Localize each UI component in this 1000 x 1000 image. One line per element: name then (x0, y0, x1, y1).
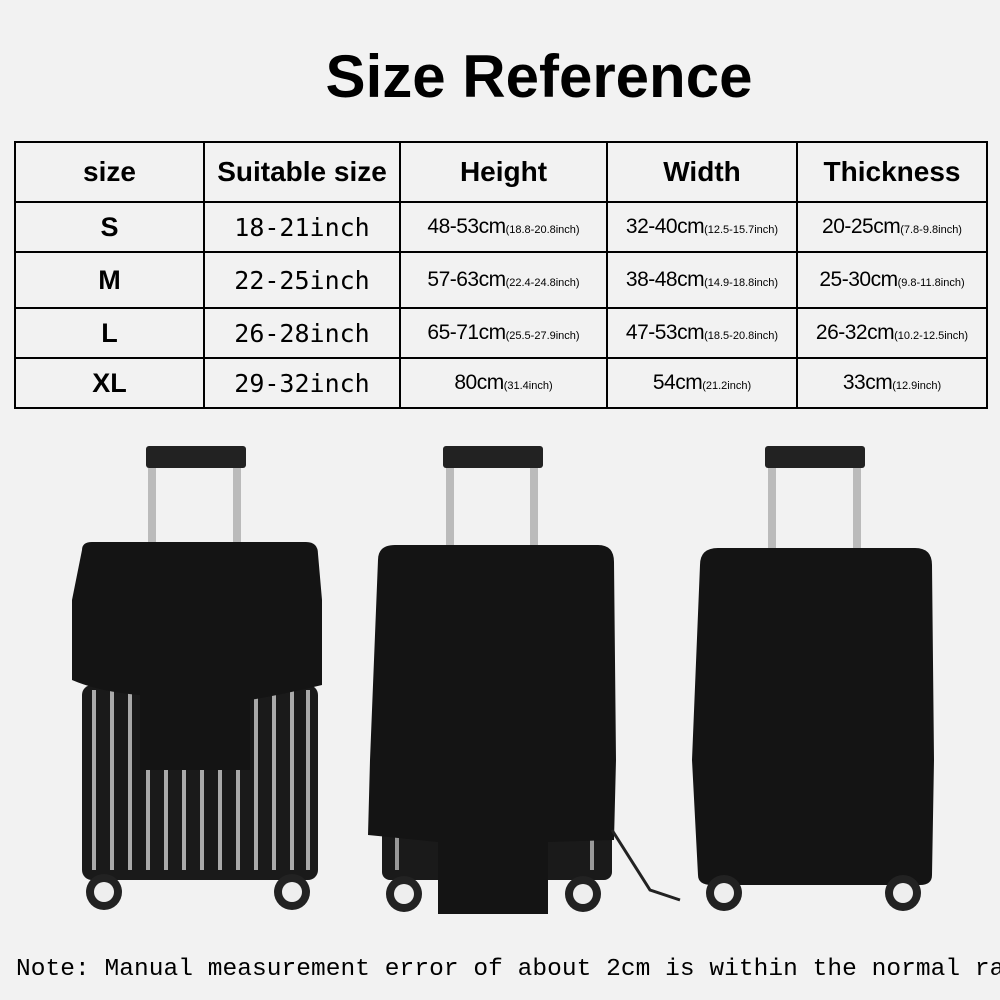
width-inch-value: (12.5-15.7inch) (704, 224, 779, 236)
thickness-cell: 26-32cm(10.2-12.5inch) (796, 307, 988, 359)
width-cm-value: 38-48cm (625, 268, 705, 291)
height-cell: 65-71cm(25.5-27.9inch) (399, 307, 608, 359)
suitcase-images (72, 446, 934, 914)
thickness-cm-value: 20-25cm (822, 215, 901, 238)
size-label: M (98, 264, 121, 295)
table-row: L 26-28inch 65-71cm(25.5-27.9inch) 47-53cm(… (14, 307, 988, 359)
header-suitable-size: Suitable size (203, 141, 401, 203)
table-row: XL 29-32inch 80cm(31.4inch) 54cm(21.2inch) 3… (14, 357, 988, 409)
thickness-inch-value: (12.9inch) (892, 380, 942, 392)
thickness-inch-value: (9.8-11.8inch) (897, 277, 965, 289)
thickness-inch-value: (10.2-12.5inch) (894, 330, 969, 342)
size-label: S (100, 211, 119, 242)
width-inch-value: (18.5-20.8inch) (704, 330, 779, 342)
suitable-size-cell: 22-25inch (203, 251, 401, 309)
header-width: Width (606, 141, 798, 203)
header-height: Height (399, 141, 608, 203)
height-cm-value: 57-63cm (427, 268, 506, 291)
header-size: size (14, 141, 205, 203)
suitable-size-value: 22-25inch (234, 265, 370, 295)
suitcase-cover-pulled-up-image (368, 446, 681, 914)
size-label: XL (92, 367, 127, 398)
size-label: L (101, 317, 118, 348)
width-cm-value: 54cm (652, 371, 703, 394)
thickness-cm-value: 33cm (842, 371, 893, 394)
thickness-inch-value: (7.8-9.8inch) (900, 224, 962, 236)
suitable-size-value: 29-32inch (234, 368, 370, 398)
height-cell: 57-63cm(22.4-24.8inch) (399, 251, 608, 309)
header-thickness: Thickness (796, 141, 988, 203)
thickness-cell: 25-30cm(9.8-11.8inch) (796, 251, 988, 309)
size-cell: L (14, 307, 205, 359)
height-cell: 48-53cm(18.8-20.8inch) (399, 201, 608, 253)
suitcase-cover-fully-on-image (692, 446, 934, 911)
size-cell: S (14, 201, 205, 253)
table-row: M 22-25inch 57-63cm(22.4-24.8inch) 38-48cm(… (14, 251, 988, 309)
width-cell: 47-53cm(18.5-20.8inch) (606, 307, 798, 359)
suitable-size-value: 26-28inch (234, 318, 370, 348)
width-inch-value: (14.9-18.8inch) (704, 277, 779, 289)
height-inch-value: (18.8-20.8inch) (505, 224, 580, 236)
height-inch-value: (22.4-24.8inch) (505, 277, 580, 289)
thickness-cm-value: 25-30cm (819, 268, 898, 291)
table-header-row: size Suitable size Height Width Thicknes… (14, 141, 988, 203)
height-inch-value: (31.4inch) (503, 380, 553, 392)
height-cell: 80cm(31.4inch) (399, 357, 608, 409)
thickness-cm-value: 26-32cm (815, 321, 895, 344)
thickness-cell: 33cm(12.9inch) (796, 357, 988, 409)
suitable-size-value: 18-21inch (234, 212, 370, 242)
size-table: size Suitable size Height Width Thicknes… (14, 141, 988, 409)
width-inch-value: (21.2inch) (702, 380, 752, 392)
height-inch-value: (25.5-27.9inch) (505, 330, 580, 342)
table-row: S 18-21inch 48-53cm(18.8-20.8inch) 32-40cm(… (14, 201, 988, 253)
size-cell: XL (14, 357, 205, 409)
suitable-size-cell: 29-32inch (203, 357, 401, 409)
suitcase-cover-partially-on-image (72, 446, 322, 910)
suitable-size-cell: 26-28inch (203, 307, 401, 359)
measurement-note: Note: Manual measurement error of about … (16, 956, 1000, 983)
size-cell: M (14, 251, 205, 309)
width-cm-value: 47-53cm (625, 321, 705, 344)
width-cm-value: 32-40cm (625, 215, 705, 238)
thickness-cell: 20-25cm(7.8-9.8inch) (796, 201, 988, 253)
suitable-size-cell: 18-21inch (203, 201, 401, 253)
width-cell: 32-40cm(12.5-15.7inch) (606, 201, 798, 253)
height-cm-value: 48-53cm (427, 215, 506, 238)
height-cm-value: 65-71cm (427, 321, 506, 344)
width-cell: 38-48cm(14.9-18.8inch) (606, 251, 798, 309)
height-cm-value: 80cm (454, 371, 504, 394)
page-title: Size Reference (325, 43, 753, 110)
width-cell: 54cm(21.2inch) (606, 357, 798, 409)
